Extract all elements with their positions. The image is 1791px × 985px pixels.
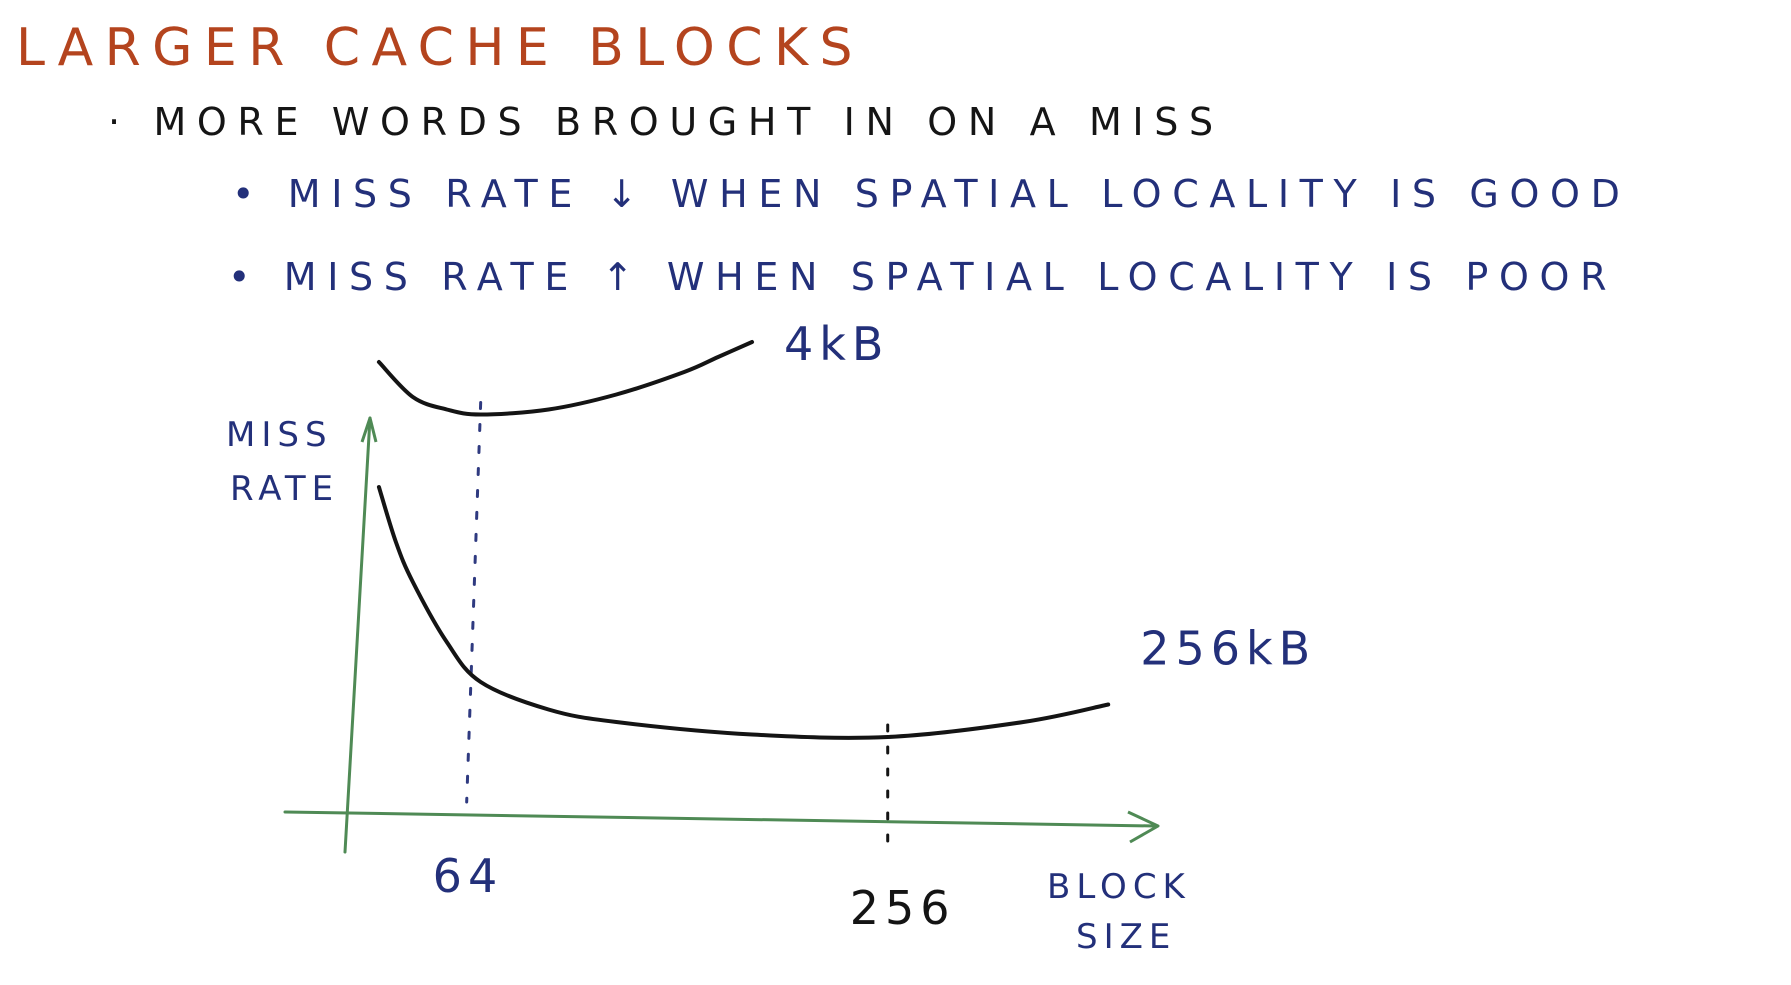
y-axis-label-line-1: MISS (226, 415, 333, 455)
series-line-1 (376, 485, 1111, 740)
chart-series (376, 340, 1111, 740)
x-tick-label-0: 64 (433, 849, 504, 903)
y-axis-arrowhead (360, 416, 378, 443)
chart-text: MISS RATE BLOCK SIZE 4kB 256kB 64 256 (226, 317, 1316, 957)
page-title: LARGER CACHE BLOCKS (16, 18, 864, 78)
guide-line-0 (465, 401, 483, 804)
chart-axes (283, 416, 1160, 854)
bullet-more-words: · MORE WORDS BROUGHT IN ON A MISS (108, 100, 1224, 144)
y-axis-label-line-2: RATE (230, 469, 339, 509)
series-line-0 (376, 340, 755, 417)
series-label-0: 4kB (784, 317, 889, 371)
y-axis-line (343, 416, 372, 854)
bullet-miss-rate-decrease: • MISS RATE ↓ WHEN SPATIAL LOCALITY IS G… (232, 172, 1631, 216)
x-axis-label-line-2: SIZE (1076, 917, 1176, 957)
bullet-miss-rate-increase: • MISS RATE ↑ WHEN SPATIAL LOCALITY IS P… (228, 255, 1618, 299)
x-tick-label-1: 256 (850, 881, 956, 935)
guide-lines (465, 401, 890, 852)
series-label-1: 256kB (1140, 622, 1316, 676)
x-axis-line (283, 810, 1157, 828)
x-axis-label-line-1: BLOCK (1047, 867, 1191, 907)
x-axis-arrowhead (1127, 810, 1160, 844)
